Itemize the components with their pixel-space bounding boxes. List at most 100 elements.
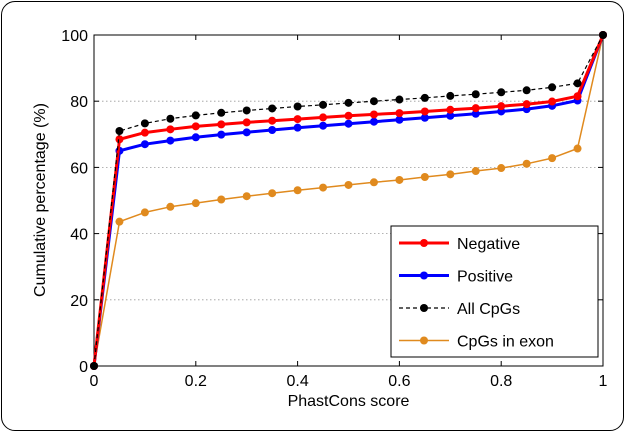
data-point-all-cpgs [599,31,607,39]
data-point-positive [191,133,200,142]
x-tick-label: 0.2 [185,373,207,390]
data-point-negative [420,107,429,116]
data-point-all-cpgs [446,91,455,100]
data-point-positive [293,123,302,132]
data-point-negative [344,111,353,120]
data-point-positive [369,117,378,126]
data-point-positive [395,115,404,124]
data-point-negative [217,120,226,129]
data-point-negative [115,135,124,144]
data-point-all-cpgs [242,106,251,115]
legend-marker-all-cpgs [420,304,428,312]
legend-label-all-cpgs: All CpGs [457,301,520,318]
data-point-cpgs-in-exon [446,170,455,179]
legend-box [390,225,599,358]
axis-ticks: 0 0.2 0.4 0.6 0.8 1 0 20 40 60 80 100 [61,28,607,390]
legend-marker-negative [420,239,428,247]
data-point-all-cpgs [166,114,175,123]
y-tick-label: 60 [70,160,88,177]
data-point-cpgs-in-exon [191,199,200,208]
y-tick-label: 100 [61,28,88,45]
data-point-all-cpgs [395,95,404,104]
data-point-all-cpgs [471,90,480,99]
data-point-cpgs-in-exon [115,217,124,226]
data-point-negative [446,105,455,114]
data-point-cpgs-in-exon [573,144,582,153]
data-point-positive [140,140,149,149]
data-point-negative [369,110,378,119]
data-series [90,31,607,370]
data-point-cpgs-in-exon [140,208,149,217]
data-point-negative [166,125,175,134]
data-point-negative [242,118,251,127]
data-point-negative [140,128,149,137]
legend-label-negative: Negative [457,236,520,253]
x-tick-label: 0.4 [286,373,308,390]
data-point-negative [395,109,404,118]
y-tick-label: 0 [79,359,88,376]
x-tick-label: 0.6 [388,373,410,390]
y-tick-label: 80 [70,94,88,111]
data-point-all-cpgs [548,83,557,92]
data-point-positive [268,125,277,134]
data-point-negative [522,100,531,109]
data-point-all-cpgs [522,86,531,95]
data-point-positive [420,113,429,122]
data-point-cpgs-in-exon [395,175,404,184]
data-point-cpgs-in-exon [344,180,353,189]
data-point-all-cpgs [90,362,98,370]
data-point-all-cpgs [573,79,582,88]
data-point-cpgs-in-exon [166,202,175,211]
data-point-cpgs-in-exon [548,154,557,163]
data-point-positive [446,111,455,120]
data-point-all-cpgs [420,93,429,102]
data-point-negative [191,122,200,131]
data-point-cpgs-in-exon [268,189,277,198]
data-point-negative [573,92,582,101]
data-point-cpgs-in-exon [319,183,328,192]
x-tick-label: 1 [599,373,608,390]
data-point-cpgs-in-exon [471,167,480,176]
series-all-cpgs [90,31,607,370]
data-point-positive [217,130,226,139]
x-axis-label: PhastCons score [288,393,410,410]
data-point-positive [166,136,175,145]
y-tick-label: 20 [70,293,88,310]
series-line-all-cpgs [93,34,604,367]
x-tick-label: 0 [90,373,99,390]
data-point-cpgs-in-exon [217,195,226,204]
data-point-negative [497,102,506,111]
data-point-all-cpgs [217,108,226,117]
data-point-all-cpgs [115,126,124,135]
data-point-all-cpgs [268,104,277,113]
legend: Negative Positive All CpGs CpGs in exon [390,225,599,358]
x-tick-label: 0.8 [490,373,512,390]
legend-label-positive: Positive [457,269,513,286]
data-point-cpgs-in-exon [497,164,506,173]
data-point-cpgs-in-exon [369,178,378,187]
data-point-negative [268,116,277,125]
data-point-positive [344,119,353,128]
data-point-cpgs-in-exon [242,192,251,201]
data-point-negative [319,113,328,122]
data-point-cpgs-in-exon [420,172,429,181]
data-point-all-cpgs [497,88,506,97]
y-axis-label: Cumulative percentage (%) [32,103,49,297]
data-point-all-cpgs [293,102,302,111]
y-tick-label: 40 [70,227,88,244]
data-point-positive [471,109,480,118]
data-point-all-cpgs [344,98,353,107]
data-point-cpgs-in-exon [522,159,531,168]
data-point-cpgs-in-exon [293,186,302,195]
data-point-all-cpgs [369,97,378,106]
data-point-all-cpgs [319,100,328,109]
line-chart: 0 0.2 0.4 0.6 0.8 1 0 20 40 60 80 100 Cumulative pe… [32,28,608,410]
data-point-negative [293,115,302,124]
data-point-positive [319,121,328,130]
legend-marker-cpgs-in-exon [420,336,428,345]
data-point-all-cpgs [191,111,200,120]
data-point-all-cpgs [140,119,149,128]
data-point-positive [242,128,251,137]
legend-marker-positive [420,271,428,280]
data-point-negative [471,104,480,113]
